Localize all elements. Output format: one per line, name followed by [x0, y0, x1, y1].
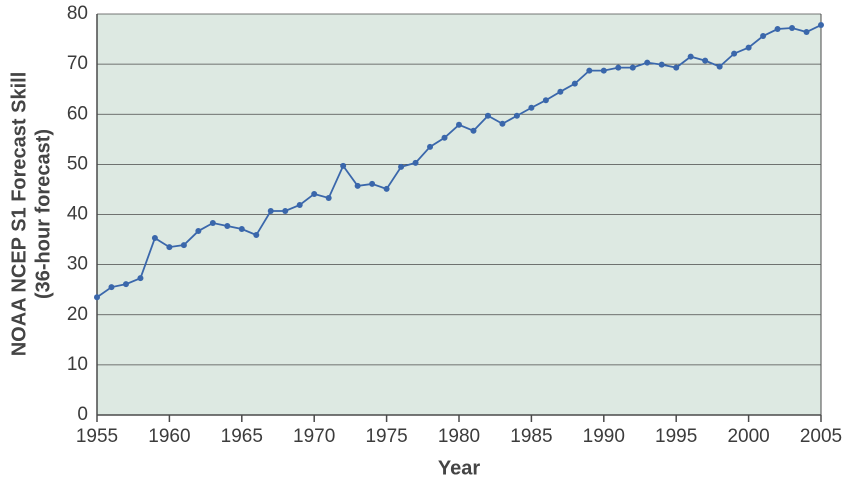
data-point: [166, 244, 173, 251]
data-point: [513, 112, 520, 119]
data-point: [354, 182, 361, 189]
data-point: [456, 121, 462, 128]
y-tick-label: 10: [67, 354, 88, 375]
data-point: [441, 134, 448, 141]
data-point: [253, 232, 260, 239]
data-point: [600, 67, 607, 74]
data-point: [673, 64, 680, 71]
y-tick-label: 80: [67, 3, 88, 24]
x-tick-label: 1975: [365, 426, 407, 447]
data-point: [586, 67, 593, 74]
data-point: [282, 207, 289, 214]
data-point: [180, 242, 187, 249]
x-tick-label: 1970: [293, 426, 335, 447]
y-tick-label: 20: [67, 304, 88, 325]
x-tick-label: 2000: [727, 426, 769, 447]
data-point: [542, 97, 549, 104]
data-point: [224, 223, 231, 230]
data-point: [484, 112, 491, 119]
data-point: [195, 228, 202, 235]
y-tick-label: 70: [67, 53, 88, 74]
data-point: [557, 88, 564, 95]
y-tick-label: 40: [67, 204, 88, 225]
data-point: [296, 201, 303, 208]
data-point: [137, 275, 144, 282]
data-point: [629, 64, 636, 71]
data-point: [658, 61, 665, 68]
x-tick-label: 2005: [800, 426, 842, 447]
y-tick-label: 60: [67, 103, 88, 124]
data-point: [209, 220, 216, 227]
data-point: [731, 50, 738, 57]
data-point: [774, 26, 781, 33]
data-point: [94, 294, 100, 301]
data-point: [325, 194, 332, 201]
y-axis-title: NOAA NCEP S1 Forecast Skill: [8, 72, 30, 357]
data-point: [528, 104, 535, 111]
data-point: [818, 22, 824, 29]
data-point: [398, 163, 405, 170]
data-point: [267, 207, 274, 214]
y-tick-label: 30: [67, 254, 88, 275]
x-axis-title: Year: [438, 457, 480, 479]
data-point: [687, 53, 694, 60]
data-point: [412, 159, 419, 166]
data-point: [760, 33, 767, 40]
data-point: [383, 185, 390, 192]
y-tick-label: 50: [67, 153, 88, 174]
x-tick-label: 1990: [583, 426, 625, 447]
data-point: [803, 29, 810, 36]
data-point: [644, 59, 651, 66]
data-point: [340, 162, 347, 169]
data-point: [789, 25, 796, 32]
x-tick-label: 1960: [148, 426, 190, 447]
data-point: [238, 226, 245, 233]
data-point: [151, 235, 158, 242]
data-point: [369, 180, 376, 187]
y-tick-label: 0: [77, 404, 88, 425]
data-point: [499, 120, 506, 127]
x-tick-label: 1985: [510, 426, 552, 447]
data-point: [571, 80, 578, 87]
x-tick-label: 1995: [655, 426, 697, 447]
data-point: [311, 190, 318, 197]
data-point: [615, 64, 622, 71]
data-point: [745, 44, 752, 51]
data-point: [108, 284, 115, 291]
y-axis-title: (36-hour forecast): [32, 129, 54, 299]
data-point: [122, 281, 129, 288]
data-point: [427, 143, 434, 150]
x-tick-label: 1965: [221, 426, 263, 447]
x-tick-label: 1980: [438, 426, 480, 447]
x-tick-label: 1955: [76, 426, 118, 447]
data-point: [702, 57, 709, 64]
data-point: [716, 63, 723, 70]
data-point: [470, 127, 477, 134]
